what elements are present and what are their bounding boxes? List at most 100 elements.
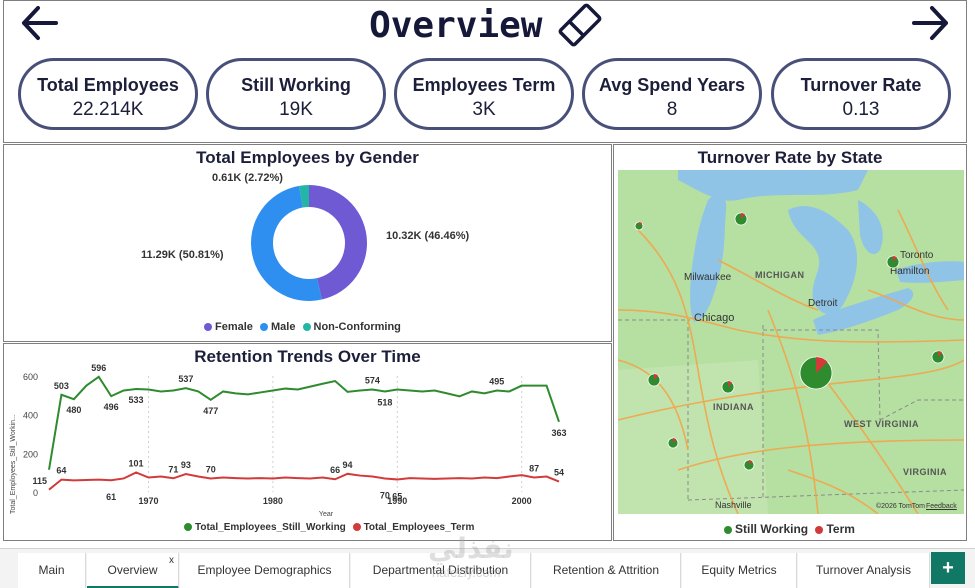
donut-slice-female[interactable]	[309, 185, 368, 300]
series-line-term[interactable]	[48, 471, 560, 491]
map-city-milwaukee: Milwaukee	[684, 272, 732, 283]
gender-donut-chart[interactable]	[249, 183, 369, 303]
legend-dot-icon	[204, 323, 212, 332]
kpi-value: 8	[666, 99, 678, 120]
data-label: 503	[54, 381, 69, 391]
tab-label: Turnover Analysis	[816, 563, 911, 577]
map-marker-term[interactable]	[749, 460, 753, 465]
map-marker-term[interactable]	[639, 222, 643, 226]
legend-item-still-working[interactable]: Total_Employees_Still_Working	[184, 522, 346, 533]
donut-label-non-conforming: 0.61K (2.72%)	[212, 172, 283, 184]
legend-item-still-working[interactable]: Still Working	[724, 522, 808, 536]
kpi-avg-spend-years: Avg Spend Years 8	[582, 58, 762, 130]
data-label: 477	[203, 406, 218, 416]
legend-dot-icon	[724, 525, 732, 534]
map-city-nashville: Nashville	[715, 500, 752, 510]
legend-item-female[interactable]: Female	[204, 321, 253, 333]
eraser-icon[interactable]	[557, 3, 603, 47]
legend-label: Still Working	[735, 522, 809, 536]
map-city-detroit: Detroit	[808, 298, 838, 309]
series-line-still-working[interactable]	[48, 375, 560, 470]
data-label: 518	[377, 397, 392, 407]
data-label: 363	[551, 428, 566, 438]
data-label: 115	[32, 476, 47, 486]
tab-label: Overview	[107, 563, 158, 577]
arrow-left-icon[interactable]	[20, 5, 60, 41]
map-marker-term[interactable]	[673, 438, 677, 443]
kpi-value: 19K	[279, 99, 313, 120]
map-marker-term[interactable]	[741, 213, 746, 219]
map-feedback-link[interactable]: Feedback	[926, 503, 957, 510]
map-label-virginia: VIRGINIA	[903, 467, 948, 477]
report-page: Overview Total Employees 22.214K Still W…	[3, 0, 967, 541]
kpi-still-working: Still Working 19K	[206, 58, 386, 130]
data-label: 93	[181, 460, 191, 470]
legend-item-male[interactable]: Male	[259, 321, 296, 333]
map-city-hamilton: Hamilton	[890, 266, 930, 277]
data-label: 71	[168, 464, 178, 474]
data-label: 480	[66, 405, 81, 415]
map-panel: Turnover Rate by State	[613, 144, 967, 541]
tab-turnover-analysis[interactable]: Turnover Analysis	[798, 553, 930, 588]
retention-chart-title: Retention Trends Over Time	[194, 347, 421, 366]
kpi-total-employees: Total Employees 22.214K	[18, 58, 198, 130]
tab-scroll-area[interactable]	[0, 553, 18, 588]
donut-slice-non-conforming[interactable]	[299, 185, 309, 208]
close-icon[interactable]: x	[169, 555, 174, 566]
add-page-button[interactable]: +	[931, 552, 965, 584]
map-label-michigan: MICHIGAN	[755, 270, 805, 280]
title-row: Overview	[4, 3, 968, 47]
legend-dot-icon	[815, 525, 824, 534]
legend-dot-icon	[352, 523, 361, 532]
legend-label: Term	[826, 522, 855, 536]
data-label: 61	[106, 492, 116, 502]
data-label: 596	[91, 364, 106, 373]
legend-item-term[interactable]: Term	[815, 522, 855, 536]
retention-line-chart[interactable]: 0 200 400 600 Total_Employees_Still_Workin..…	[4, 364, 611, 540]
donut-label-male: 11.29K (50.81%)	[141, 249, 224, 261]
x-tick-label: 1980	[263, 496, 283, 506]
map-marker-term[interactable]	[654, 374, 659, 380]
data-label: 87	[529, 464, 539, 474]
gender-chart-title: Total Employees by Gender	[196, 148, 419, 167]
legend-item-non-conforming[interactable]: Non-Conforming	[302, 321, 401, 333]
y-tick-label: 400	[23, 411, 38, 421]
page-title: Overview	[369, 4, 543, 46]
tab-retention-attrition[interactable]: Retention & Attrition	[532, 553, 681, 588]
data-label: 537	[178, 374, 193, 384]
map-markers-layer	[634, 212, 945, 471]
tab-label: Retention & Attrition	[552, 563, 660, 577]
kpi-label: Turnover Rate	[800, 75, 922, 95]
map-marker-term[interactable]	[893, 256, 898, 262]
map-marker-term[interactable]	[728, 381, 733, 387]
header-panel: Overview Total Employees 22.214K Still W…	[3, 0, 967, 143]
map-chart-title: Turnover Rate by State	[697, 148, 883, 167]
legend-label: Male	[270, 321, 296, 333]
data-label: 101	[129, 458, 144, 468]
map-marker-term[interactable]	[816, 357, 828, 373]
page-tab-bar: Main Overview x Employee Demographics De…	[0, 548, 975, 588]
donut-slice-male[interactable]	[250, 185, 322, 301]
map-canvas[interactable]: MICHIGAN INDIANA WEST VIRGINIA VIRGINIA …	[618, 170, 964, 514]
tab-departmental-distribution[interactable]: Departmental Distribution	[351, 553, 531, 588]
kpi-label: Still Working	[241, 75, 351, 95]
tab-label: Employee Demographics	[197, 563, 332, 577]
tab-employee-demographics[interactable]: Employee Demographics	[180, 553, 350, 588]
tab-equity-metrics[interactable]: Equity Metrics	[682, 553, 797, 588]
map-marker-term[interactable]	[938, 351, 943, 357]
tab-overview[interactable]: Overview x	[87, 553, 179, 588]
data-label: 496	[104, 402, 119, 412]
x-tick-label: 2000	[512, 496, 532, 506]
data-label: 495	[489, 377, 504, 387]
legend-item-term[interactable]: Total_Employees_Term	[352, 522, 474, 533]
arrow-right-icon[interactable]	[910, 5, 950, 41]
legend-label: Total_Employees_Still_Working	[195, 522, 346, 533]
tab-main[interactable]: Main	[18, 553, 86, 588]
data-label: 66	[330, 465, 340, 475]
map-label-indiana: INDIANA	[713, 402, 754, 412]
y-tick-label: 600	[23, 372, 38, 382]
legend-dot-icon	[302, 323, 311, 332]
kpi-value: 0.13	[842, 99, 880, 120]
watermark-text: nafezly.com	[432, 565, 501, 580]
gender-legend: Female Male Non-Conforming	[204, 321, 405, 333]
